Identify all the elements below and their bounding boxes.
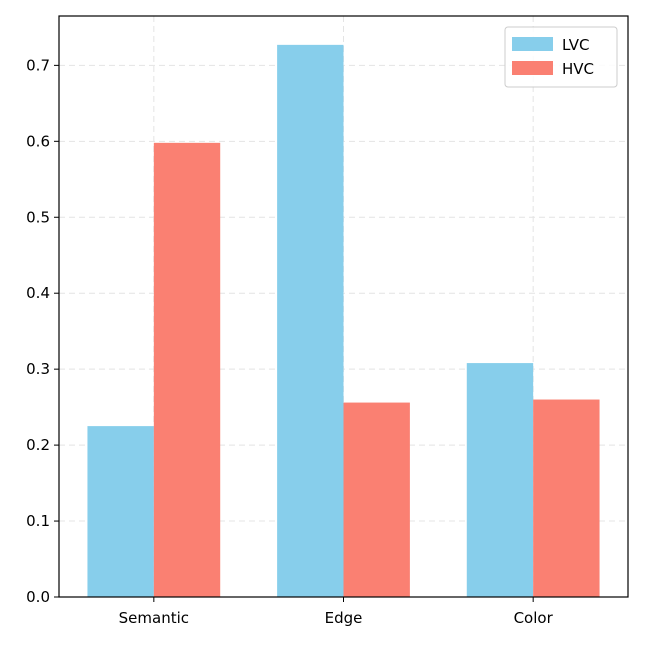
bar-lvc-color (466, 363, 534, 597)
bar-hvc-semantic (153, 142, 221, 597)
y-tick-label: 0.0 (26, 588, 50, 606)
y-tick-label: 0.5 (26, 208, 50, 226)
x-tick-label: Color (514, 609, 554, 627)
bar-hvc-color (533, 399, 600, 597)
bar-lvc-edge (277, 44, 344, 598)
y-tick-label: 0.1 (26, 512, 50, 530)
y-tick-label: 0.3 (26, 360, 50, 378)
legend-swatch-hvc (512, 61, 553, 75)
x-tick-label: Semantic (119, 609, 189, 627)
y-tick-label: 0.2 (26, 436, 50, 454)
axes: 0.0 0.1 0.2 0.3 0.4 0.5 0.6 0.7 Semantic Edge Colo… (26, 15, 629, 627)
legend-box (504, 26, 618, 88)
y-tick-label: 0.6 (26, 132, 50, 150)
y-tick-label: 0.4 (26, 284, 50, 302)
legend-label-lvc: LVC (562, 36, 589, 54)
legend-swatch-lvc (512, 37, 553, 51)
bar-hvc-edge (343, 402, 410, 597)
y-tick-label: 0.7 (26, 56, 50, 74)
legend: LVC HVC (504, 26, 618, 88)
bars (87, 44, 600, 598)
legend-label-hvc: HVC (562, 60, 594, 78)
x-tick-label: Edge (325, 609, 363, 627)
bar-lvc-semantic (87, 426, 154, 597)
